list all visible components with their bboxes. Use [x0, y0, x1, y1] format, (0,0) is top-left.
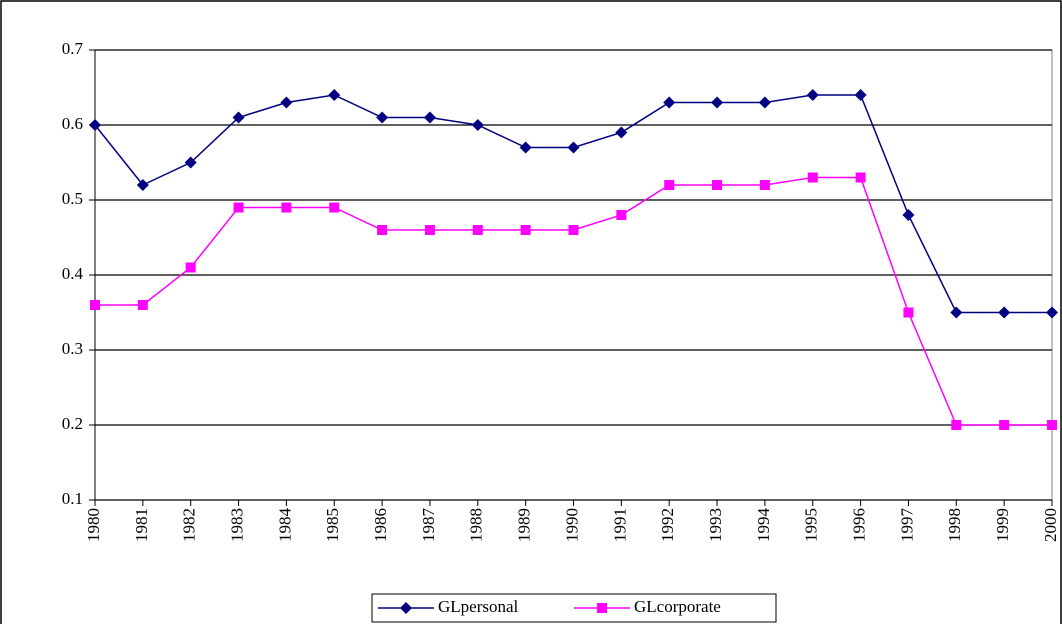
x-tick-label: 1995 [802, 508, 821, 542]
y-tick-label: 0.4 [62, 264, 84, 283]
y-tick-label: 0.5 [62, 189, 83, 208]
point [520, 225, 531, 235]
point [568, 225, 579, 235]
point [758, 96, 771, 109]
x-tick-label: 1987 [419, 508, 438, 543]
point [185, 262, 196, 273]
point [616, 210, 627, 220]
y-tick-label: 0.6 [62, 114, 83, 133]
point [233, 202, 244, 213]
point [759, 180, 770, 190]
point [615, 126, 628, 139]
point [281, 202, 292, 213]
x-tick-label: 1982 [180, 508, 199, 542]
x-tick-label: 1997 [897, 508, 916, 543]
x-tick-label: 1994 [754, 508, 773, 543]
point [519, 141, 532, 154]
point [903, 307, 914, 318]
point [471, 119, 484, 131]
point [280, 96, 293, 109]
x-tick-label: 1985 [323, 508, 342, 542]
x-tick-label: 1989 [515, 508, 534, 542]
point [377, 225, 388, 235]
x-tick-label: 1981 [132, 508, 151, 542]
point [567, 141, 580, 154]
point [806, 89, 819, 101]
point [472, 225, 483, 235]
point [376, 111, 389, 124]
y-tick-label: 0.7 [62, 39, 84, 58]
point [855, 172, 866, 183]
point [807, 172, 818, 183]
point [663, 96, 676, 109]
point [999, 420, 1010, 430]
point [664, 180, 675, 190]
x-tick-label: 1996 [850, 508, 869, 542]
point [329, 202, 340, 213]
x-tick-label: 1984 [275, 508, 294, 543]
x-tick-label: 1980 [84, 508, 103, 542]
y-tick-label: 0.1 [62, 489, 83, 508]
point [951, 420, 962, 430]
point [950, 306, 963, 319]
x-tick-label: 2000 [1041, 508, 1060, 542]
legend-marker [400, 602, 412, 614]
x-tick-label: 1983 [227, 508, 246, 542]
x-tick-label: 1998 [945, 508, 964, 542]
x-tick-label: 1988 [467, 508, 486, 542]
point [89, 119, 101, 131]
y-tick-label: 0.3 [62, 339, 83, 358]
x-tick-label: 1990 [562, 508, 581, 542]
legend-label: GLcorporate [634, 597, 721, 616]
point [1047, 420, 1057, 430]
point [854, 89, 867, 101]
point [712, 180, 723, 190]
point [184, 156, 197, 169]
x-tick-label: 1992 [658, 508, 677, 542]
x-tick-label: 1999 [993, 508, 1012, 542]
point [90, 300, 100, 310]
y-tick-label: 0.2 [62, 414, 83, 433]
point [424, 225, 435, 235]
legend-marker [597, 603, 607, 613]
point [136, 179, 149, 191]
legend-label: GLpersonal [438, 597, 519, 616]
x-tick-label: 1986 [371, 508, 390, 542]
x-tick-label: 1993 [706, 508, 725, 542]
point [902, 209, 915, 221]
point [328, 89, 341, 101]
point [711, 96, 724, 109]
point [232, 111, 245, 124]
point [137, 300, 148, 310]
point [1046, 306, 1058, 319]
x-tick-label: 1991 [610, 508, 629, 542]
point [998, 306, 1011, 319]
point [423, 111, 436, 124]
